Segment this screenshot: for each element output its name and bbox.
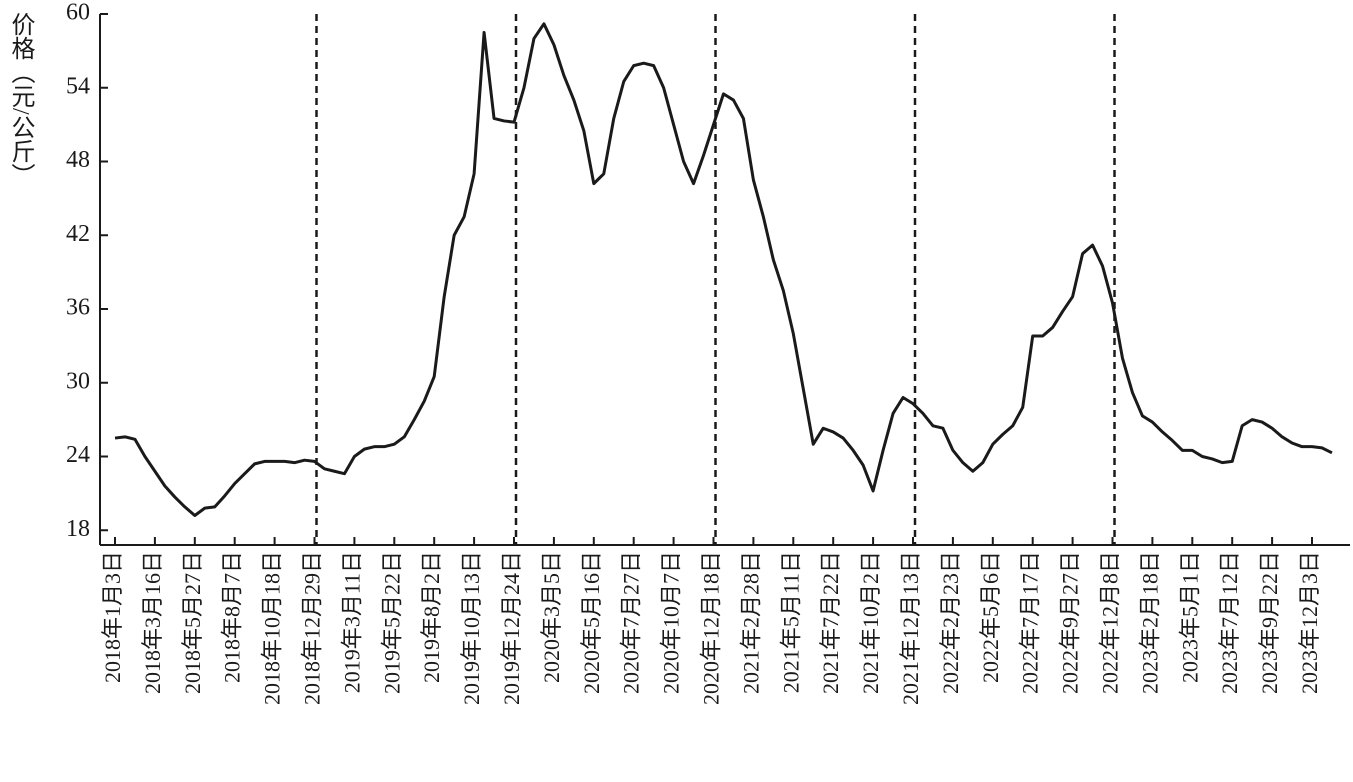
- y-tick-label: 36: [66, 295, 90, 321]
- x-tick-label: 2018年8月7日: [220, 551, 245, 683]
- x-tick-label: 2018年3月16日: [140, 551, 165, 694]
- price-line: [114, 22, 1333, 517]
- x-tick-label: 2022年9月27日: [1058, 551, 1083, 694]
- x-tick-label: 2021年10月2日: [858, 551, 883, 694]
- x-tick-label: 2020年7月27日: [619, 551, 644, 694]
- y-tick-label: 24: [66, 442, 90, 468]
- x-tick-label: 2022年5月6日: [978, 551, 1003, 683]
- x-tick-label: 2019年3月11日: [339, 551, 364, 693]
- x-tick-label: 2023年9月22日: [1257, 551, 1282, 694]
- y-tick-label: 48: [66, 147, 90, 173]
- x-tick-label: 2020年3月5日: [539, 551, 564, 683]
- y-axis-title: 价格（元/公斤）: [7, 12, 35, 187]
- x-tick-label: 2018年10月18日: [260, 551, 285, 705]
- x-tick-label: 2019年10月13日: [459, 551, 484, 705]
- x-tick-label: 2020年10月7日: [659, 551, 684, 694]
- x-tick-label: 2018年1月3日: [100, 551, 125, 683]
- x-tick-label: 2021年5月11日: [778, 551, 803, 693]
- x-tick-label: 2023年2月18日: [1137, 551, 1162, 694]
- y-tick-label: 60: [66, 0, 90, 26]
- y-tick-label: 42: [66, 221, 90, 247]
- x-tick-label: 2022年7月17日: [1018, 551, 1043, 694]
- x-tick-label: 2019年8月2日: [419, 551, 444, 683]
- x-tick-label: 2022年2月23日: [938, 551, 963, 694]
- x-tick-label: 2021年12月13日: [898, 551, 923, 705]
- x-tick-label: 2021年2月28日: [738, 551, 763, 694]
- x-tick-label: 2023年12月3日: [1297, 551, 1322, 694]
- x-tick-label: 2018年5月27日: [180, 551, 205, 694]
- x-tick-label: 2022年12月8日: [1098, 551, 1123, 694]
- y-tick-label: 18: [66, 516, 90, 542]
- x-tick-label: 2021年7月22日: [818, 551, 843, 694]
- y-tick-label: 30: [66, 368, 90, 394]
- x-tick-label: 2019年12月24日: [499, 551, 524, 705]
- x-tick-label: 2020年12月18日: [699, 551, 724, 705]
- x-tick-label: 2019年5月22日: [379, 551, 404, 694]
- x-tick-label: 2023年5月1日: [1177, 551, 1202, 683]
- x-tick-label: 2020年5月16日: [579, 551, 604, 694]
- x-tick-label: 2023年7月12日: [1217, 551, 1242, 694]
- y-tick-label: 54: [66, 73, 90, 99]
- x-tick-label: 2018年12月29日: [300, 551, 325, 705]
